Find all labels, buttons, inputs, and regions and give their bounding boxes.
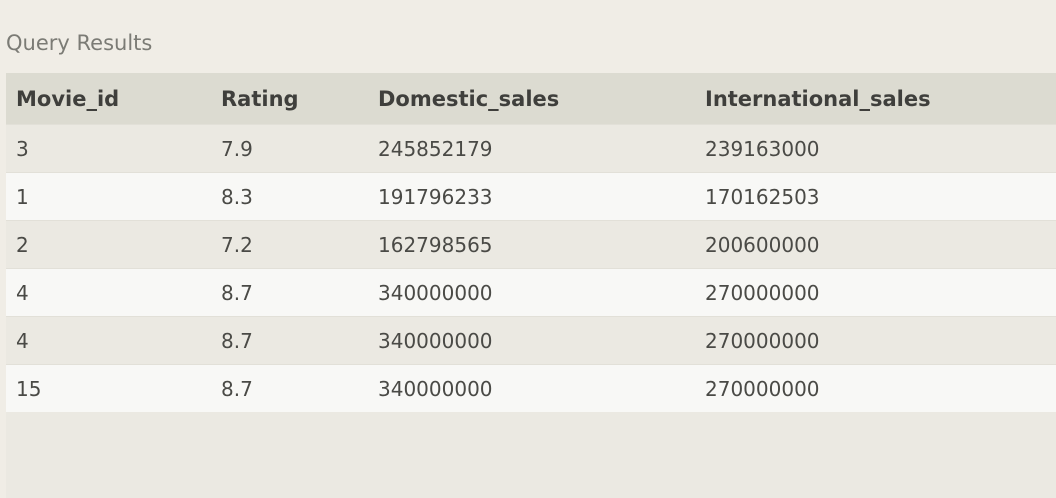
column-header-movie-id: Movie_id (6, 73, 211, 125)
table-row: 4 8.7 340000000 270000000 (6, 316, 1056, 365)
results-panel: Movie_id Rating Domestic_sales Internati… (6, 73, 1056, 498)
table-header-row: Movie_id Rating Domestic_sales Internati… (6, 73, 1056, 125)
query-results-title: Query Results (6, 31, 153, 55)
cell-movie-id: 4 (6, 316, 211, 365)
cell-domestic-sales: 191796233 (368, 172, 695, 221)
cell-domestic-sales: 340000000 (368, 316, 695, 365)
cell-rating: 8.7 (211, 316, 368, 365)
cell-movie-id: 2 (6, 220, 211, 269)
table-row: 1 8.3 191796233 170162503 (6, 172, 1056, 221)
results-table: Movie_id Rating Domestic_sales Internati… (6, 73, 1056, 412)
table-row: 4 8.7 340000000 270000000 (6, 268, 1056, 317)
cell-domestic-sales: 340000000 (368, 268, 695, 317)
cell-domestic-sales: 245852179 (368, 124, 695, 173)
cell-international-sales: 200600000 (695, 220, 1056, 269)
table-row: 15 8.7 340000000 270000000 (6, 364, 1056, 412)
cell-international-sales: 270000000 (695, 316, 1056, 365)
cell-movie-id: 15 (6, 364, 211, 412)
cell-movie-id: 1 (6, 172, 211, 221)
cell-movie-id: 3 (6, 124, 211, 173)
cell-international-sales: 170162503 (695, 172, 1056, 221)
table-row: 2 7.2 162798565 200600000 (6, 220, 1056, 269)
cell-international-sales: 239163000 (695, 124, 1056, 173)
cell-international-sales: 270000000 (695, 364, 1056, 412)
cell-domestic-sales: 162798565 (368, 220, 695, 269)
cell-domestic-sales: 340000000 (368, 364, 695, 412)
column-header-domestic-sales: Domestic_sales (368, 73, 695, 125)
cell-rating: 7.2 (211, 220, 368, 269)
column-header-international-sales: International_sales (695, 73, 1056, 125)
cell-rating: 7.9 (211, 124, 368, 173)
cell-international-sales: 270000000 (695, 268, 1056, 317)
column-header-rating: Rating (211, 73, 368, 125)
cell-rating: 8.7 (211, 364, 368, 412)
cell-rating: 8.3 (211, 172, 368, 221)
table-row: 3 7.9 245852179 239163000 (6, 124, 1056, 173)
cell-movie-id: 4 (6, 268, 211, 317)
cell-rating: 8.7 (211, 268, 368, 317)
